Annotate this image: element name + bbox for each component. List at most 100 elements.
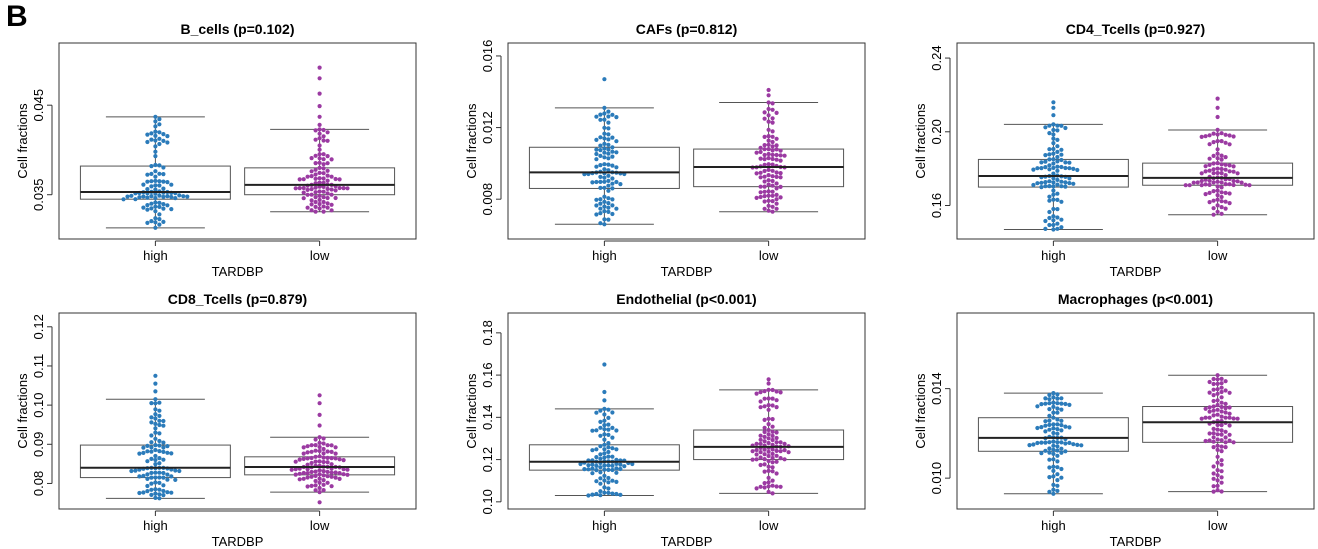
data-point-high <box>1079 443 1084 448</box>
data-point-low <box>1215 139 1220 144</box>
data-point-low <box>321 446 326 452</box>
data-point-low <box>1215 188 1220 193</box>
data-point-low <box>305 456 310 461</box>
data-point-low <box>1223 190 1228 195</box>
data-point-low <box>321 455 326 460</box>
data-point-low <box>321 441 326 446</box>
data-point-low <box>774 398 779 403</box>
data-point-low <box>1211 140 1216 145</box>
data-point-high <box>1051 491 1056 496</box>
data-point-low <box>1215 193 1220 198</box>
data-point-high <box>614 479 619 484</box>
data-point-high <box>1043 226 1048 231</box>
data-point-low <box>762 417 767 422</box>
data-point-high <box>602 406 607 411</box>
data-point-low <box>1227 423 1232 428</box>
y-tick-label: 0.14 <box>480 405 495 430</box>
data-point-low <box>317 65 322 70</box>
data-point-high <box>1051 180 1056 185</box>
data-point-low <box>766 156 771 161</box>
data-point-high <box>1047 163 1052 168</box>
data-point-low <box>321 152 326 157</box>
data-point-high <box>598 489 603 494</box>
data-point-high <box>1055 465 1060 470</box>
data-point-low <box>770 483 775 488</box>
data-point-low <box>766 106 771 112</box>
data-point-low <box>1215 422 1220 428</box>
data-point-high <box>153 195 158 201</box>
data-point-high <box>157 204 162 209</box>
data-point-low <box>313 199 318 205</box>
data-point-high <box>606 486 611 491</box>
data-point-high <box>594 468 599 473</box>
data-point-high <box>1047 397 1052 402</box>
data-point-low <box>1215 170 1220 176</box>
data-point-high <box>610 176 615 181</box>
data-point-low <box>1219 409 1224 414</box>
data-point-high <box>157 200 162 205</box>
data-point-low <box>766 208 771 213</box>
data-point-low <box>325 205 330 210</box>
data-point-high <box>153 144 158 149</box>
data-point-low <box>317 127 322 132</box>
data-point-low <box>766 93 771 98</box>
data-point-high <box>149 481 154 486</box>
y-axis-label: Cell fractions <box>913 103 928 179</box>
x-tick-label: low <box>1208 518 1228 533</box>
data-point-low <box>313 128 318 133</box>
data-point-high <box>1039 440 1044 445</box>
data-point-low <box>758 455 763 460</box>
data-point-low <box>770 120 775 125</box>
data-point-high <box>161 219 166 224</box>
data-point-low <box>1227 182 1232 187</box>
data-point-high <box>1051 482 1056 487</box>
data-point-low <box>1211 408 1216 413</box>
data-point-high <box>602 473 607 478</box>
data-point-high <box>1027 443 1032 448</box>
y-tick-label: 0.12 <box>31 314 46 339</box>
data-point-low <box>305 467 310 472</box>
data-point-low <box>1223 388 1228 393</box>
data-point-high <box>165 140 170 145</box>
data-point-low <box>293 472 298 477</box>
data-point-low <box>321 451 326 456</box>
data-point-high <box>602 77 607 82</box>
data-point-low <box>758 484 763 489</box>
data-point-high <box>594 428 599 433</box>
data-point-low <box>774 453 779 458</box>
data-point-high <box>1055 392 1060 397</box>
data-point-low <box>321 195 326 200</box>
data-point-high <box>153 174 158 179</box>
data-point-high <box>161 457 166 462</box>
data-point-high <box>157 183 162 188</box>
data-point-low <box>1211 413 1216 418</box>
data-point-low <box>337 476 342 481</box>
data-point-high <box>149 194 154 199</box>
data-point-low <box>313 478 318 484</box>
data-point-high <box>141 194 146 199</box>
data-point-high <box>153 225 158 230</box>
data-point-low <box>317 170 322 175</box>
data-point-low <box>778 440 783 445</box>
data-point-high <box>153 430 158 435</box>
data-point-low <box>1211 393 1216 398</box>
data-point-high <box>602 179 607 184</box>
data-point-low <box>321 199 326 205</box>
data-point-high <box>610 149 615 154</box>
data-point-high <box>578 461 583 467</box>
data-point-low <box>766 407 771 412</box>
data-point-low <box>750 449 755 454</box>
data-point-low <box>1223 162 1228 167</box>
data-point-low <box>305 192 310 197</box>
data-point-high <box>153 462 158 467</box>
data-point-low <box>317 114 322 119</box>
data-point-low <box>766 416 771 421</box>
data-point-high <box>157 487 162 492</box>
data-point-low <box>766 403 771 408</box>
data-point-high <box>149 137 154 142</box>
y-axis-label: Cell fractions <box>913 373 928 449</box>
data-point-low <box>1215 407 1220 412</box>
data-point-low <box>345 472 350 477</box>
data-point-high <box>602 131 607 136</box>
